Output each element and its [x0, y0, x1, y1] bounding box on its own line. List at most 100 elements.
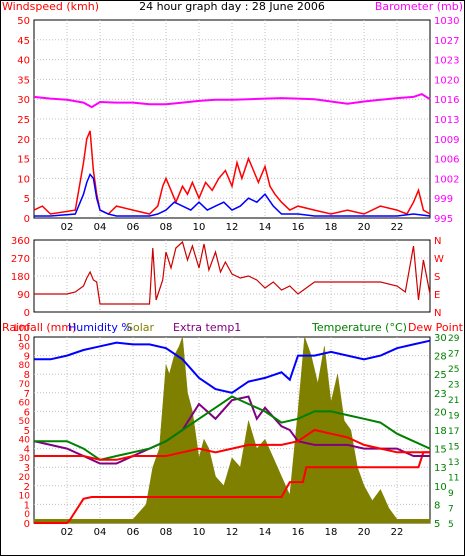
- humidity-y-tick-label: 50: [19, 417, 31, 427]
- dewpoint-y-tick-label: 19: [448, 412, 460, 422]
- dewpoint-y-tick-label: 27: [448, 350, 459, 360]
- temperature-y-tick-label: 8: [434, 500, 440, 511]
- temperature-y-tick-label: 20: [434, 407, 447, 418]
- rain-y-tick-label: 2: [24, 482, 30, 493]
- direction-compass-label: E: [434, 290, 440, 301]
- temperature-y-tick-label: 15: [434, 445, 447, 456]
- legend-dew-point: Dew Point: [408, 321, 464, 334]
- humidity-y-tick-label: 40: [19, 436, 31, 446]
- temp-panel-x-tick-label: 08: [160, 527, 173, 538]
- humidity-y-tick-label: 60: [19, 398, 31, 408]
- direction-y-tick-label: 180: [11, 272, 30, 283]
- wind-direction-line: [34, 240, 431, 305]
- legend-humidity: Humidity %: [68, 321, 132, 334]
- barometer-y-tick-label: 1016: [434, 95, 459, 106]
- humidity-y-tick-label: 20: [19, 473, 31, 483]
- temperature-y-tick-label: 5: [434, 519, 440, 530]
- wind-y-tick-label: 20: [17, 135, 30, 146]
- temperature-y-tick-label: 13: [434, 463, 447, 474]
- wind-y-tick-label: 15: [17, 155, 30, 166]
- temp-panel-x-tick-label: 16: [292, 527, 305, 538]
- rain-y-tick-label: 5: [24, 426, 30, 437]
- rain-y-tick-label: 7: [24, 389, 30, 400]
- direction-y-tick-label: 0: [24, 308, 30, 319]
- humidity-y-tick-label: 70: [19, 380, 31, 390]
- rain-line: [34, 451, 430, 524]
- direction-compass-label: N: [434, 236, 441, 247]
- wind-panel-x-tick-label: 20: [358, 222, 371, 233]
- humidity-y-tick-label: 80: [19, 361, 31, 371]
- wind-panel-x-tick-label: 04: [94, 222, 107, 233]
- legend-temperature: Temperature (°C): [311, 321, 407, 334]
- windspeed-axis-label: Windspeed (kmh): [2, 0, 99, 13]
- legend-extra-temp: Extra temp1: [173, 321, 241, 334]
- humidity-y-tick-label: 0: [24, 510, 30, 520]
- rain-y-tick-label: 10: [17, 333, 30, 344]
- dewpoint-y-tick-label: 11: [448, 474, 459, 484]
- dewpoint-y-tick-label: 9: [448, 489, 454, 499]
- barometer-y-tick-label: 1013: [434, 115, 459, 126]
- temp-panel-x-tick-label: 02: [61, 527, 74, 538]
- barometer-y-tick-label: 1006: [434, 155, 459, 166]
- wind-panel-x-tick-label: 10: [193, 222, 206, 233]
- wind-gust-line: [33, 130, 431, 215]
- temperature-y-tick-label: 10: [434, 482, 447, 493]
- rain-y-tick-label: 6: [24, 407, 30, 418]
- barometer-y-tick-label: 1002: [434, 174, 459, 185]
- dewpoint-y-tick-label: 23: [448, 381, 459, 391]
- wind-y-tick-label: 5: [24, 194, 30, 205]
- wind-avg-line: [34, 172, 431, 217]
- wind-y-tick-label: 10: [17, 174, 30, 185]
- wind-y-tick-label: 40: [17, 56, 30, 67]
- rain-y-tick-label: 1: [24, 500, 30, 511]
- temperature-y-tick-label: 28: [434, 352, 447, 363]
- wind-y-tick-label: 35: [17, 75, 30, 86]
- barometer-y-tick-label: 1027: [434, 36, 459, 47]
- wind-panel-x-tick-label: 14: [259, 222, 272, 233]
- temp-panel-x-tick-label: 12: [226, 527, 239, 538]
- barometer-y-tick-label: 999: [434, 194, 453, 205]
- barometer-y-tick-label: 1009: [434, 135, 459, 146]
- header-labels: Windspeed (kmh) 24 hour graph day : 28 J…: [2, 0, 463, 13]
- temperature-y-tick-label: 18: [434, 426, 447, 437]
- temp-panel-x-tick-label: 04: [94, 527, 107, 538]
- wind-y-tick-label: 0: [24, 214, 30, 225]
- wind-panel-x-tick-label: 18: [325, 222, 338, 233]
- temperature-y-tick-label: 25: [434, 370, 447, 381]
- direction-compass-label: N: [434, 308, 441, 319]
- direction-y-tick-label: 360: [11, 236, 30, 247]
- humidity-y-tick-label: 90: [19, 343, 31, 353]
- wind-panel-x-tick-label: 06: [127, 222, 140, 233]
- barometer-y-tick-label: 995: [434, 214, 453, 225]
- wind-panel-x-tick-label: 22: [391, 222, 404, 233]
- barometer-y-tick-label: 1020: [434, 75, 459, 86]
- graph-title: 24 hour graph day : 28 June 2006: [139, 0, 325, 13]
- humidity-line: [34, 339, 431, 394]
- wind-y-tick-label: 50: [17, 16, 30, 27]
- humidity-y-tick-label: 30: [19, 454, 31, 464]
- barometer-line: [33, 93, 431, 109]
- temp-panel-x-tick-label: 14: [259, 527, 272, 538]
- barometer-y-tick-label: 1023: [434, 56, 459, 67]
- legend-solar: Solar: [126, 321, 155, 334]
- bottom-panel-legend: Rainfall (mm) Humidity % Solar Extra tem…: [2, 321, 464, 334]
- temperature-y-tick-label: 30: [434, 333, 447, 344]
- temp-panel-x-tick-label: 22: [391, 527, 404, 538]
- dewpoint-y-tick-label: 29: [448, 334, 460, 344]
- rain-y-tick-label: 8: [24, 370, 30, 381]
- wind-panel-x-tick-label: 08: [160, 222, 173, 233]
- rain-y-tick-label: 3: [24, 463, 30, 474]
- dew-point-line: [34, 428, 430, 461]
- wind-y-tick-label: 30: [17, 95, 30, 106]
- temp-panel-x-tick-label: 10: [193, 527, 206, 538]
- rain-y-tick-label: 4: [24, 445, 30, 456]
- temp-panel-x-tick-label: 18: [325, 527, 338, 538]
- dewpoint-y-tick-label: 25: [448, 365, 459, 375]
- barometer-axis-label: Barometer (mb): [375, 0, 463, 13]
- temp-panel-x-tick-label: 06: [127, 527, 140, 538]
- humidity-y-tick-label: 100: [13, 324, 30, 334]
- direction-y-tick-label: 90: [17, 290, 30, 301]
- dewpoint-y-tick-label: 13: [448, 458, 459, 468]
